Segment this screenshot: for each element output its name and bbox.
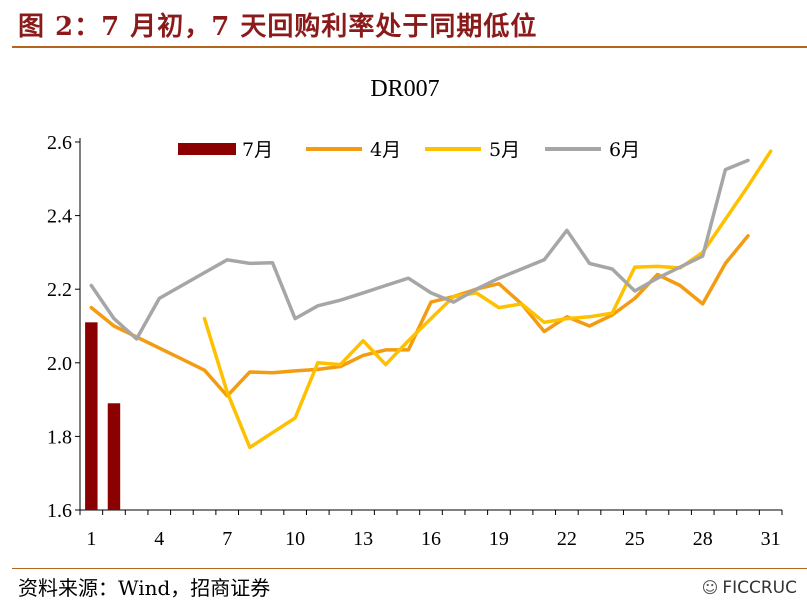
x-tick-label: 25 [625, 528, 645, 550]
y-tick-label: 2.2 [47, 279, 72, 301]
y-tick-label: 1.6 [47, 500, 72, 522]
line-series-6月 [89, 158, 750, 341]
x-tick-label: 7 [222, 528, 232, 550]
x-tick-label: 4 [154, 528, 164, 550]
footer-rule [12, 568, 807, 569]
x-tick-label: 10 [285, 528, 305, 550]
watermark: ☺ FICCRUC [702, 578, 797, 598]
chart-legend: 7月 4月 5月 6月 [178, 139, 640, 161]
source-note: 资料来源：Wind，招商证券 [18, 576, 271, 600]
line-series-5月 [202, 149, 773, 450]
y-tick-label: 2.6 [47, 132, 72, 154]
chart-axes: 1.6 1.8 2.0 2.2 2.4 2.6 1 4 7 10 13 16 19 22 25 28 31 [47, 132, 783, 550]
chart-title: DR007 [370, 76, 439, 102]
legend-label-4月: 4月 [370, 139, 401, 161]
title-rule [12, 46, 807, 48]
legend-label-7月: 7月 [242, 139, 273, 161]
y-tick-label: 2.0 [47, 353, 72, 375]
figure-title: 图 2：7 月初，7 天回购利率处于同期低位 [18, 12, 538, 42]
bar-7月-day-1 [85, 322, 98, 510]
bar-7月-day-2 [107, 403, 121, 510]
x-tick-label: 16 [421, 528, 441, 550]
x-tick-label: 19 [489, 528, 509, 550]
line-series [89, 149, 773, 450]
x-tick-label: 22 [557, 528, 577, 550]
x-tick-label: 1 [86, 528, 96, 550]
x-tick-label: 13 [353, 528, 373, 550]
watermark-text: FICCRUC [722, 578, 797, 598]
legend-label-5月: 5月 [489, 139, 520, 161]
line-series-4月 [89, 234, 750, 398]
legend-label-6月: 6月 [609, 139, 640, 161]
x-tick-label: 28 [693, 528, 713, 550]
bar-series [85, 322, 121, 510]
y-tick-label: 1.8 [47, 426, 72, 448]
wechat-icon: ☺ [701, 578, 719, 597]
legend-swatch-7月 [178, 143, 236, 155]
x-tick-label: 31 [761, 528, 781, 550]
y-tick-label: 2.4 [47, 206, 72, 228]
